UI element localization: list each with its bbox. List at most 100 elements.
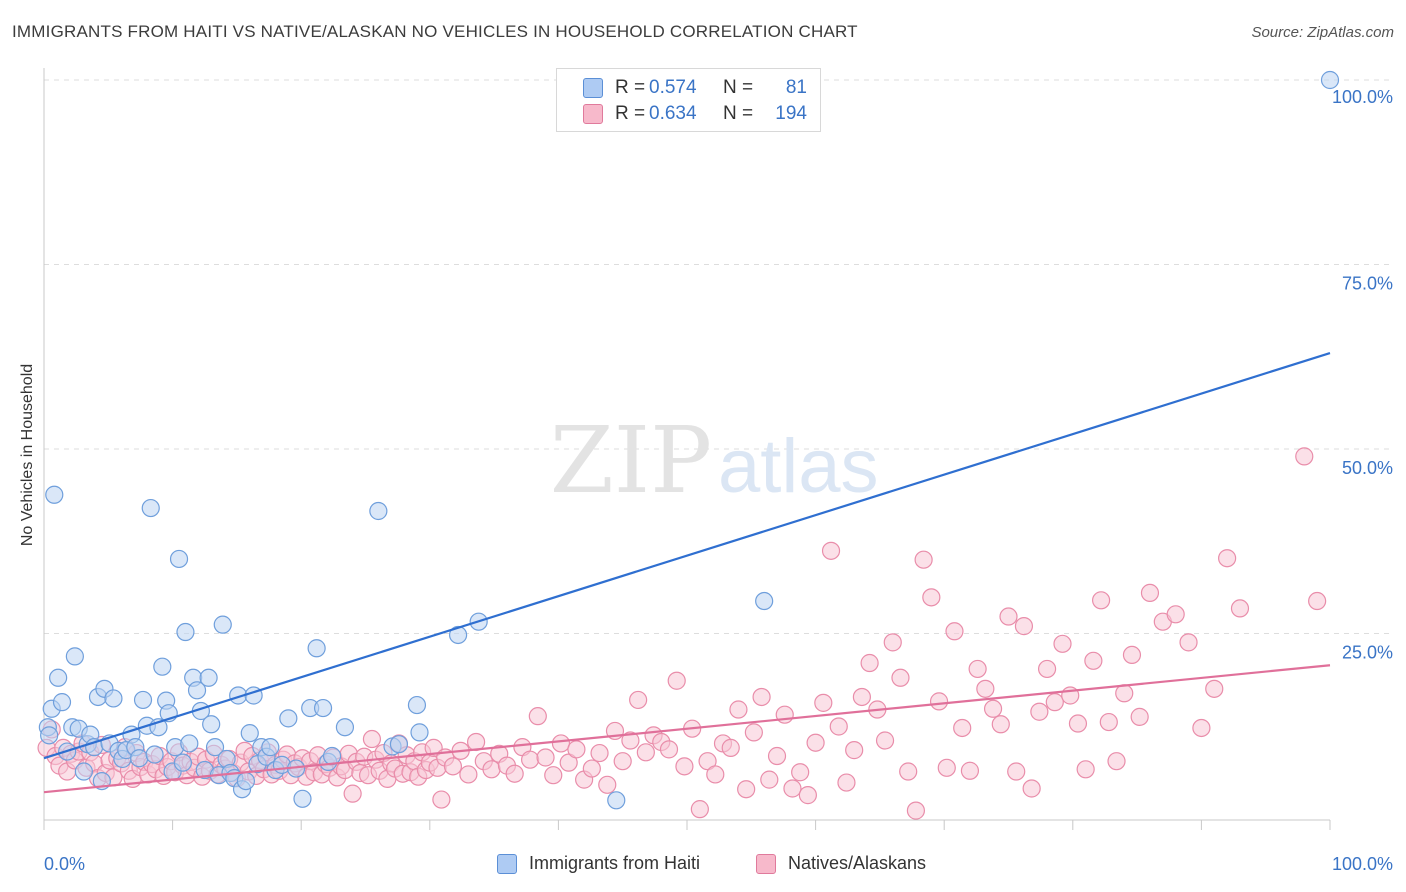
natives-point: [1295, 447, 1314, 466]
haiti-point: [45, 485, 64, 504]
natives-point: [1166, 605, 1185, 624]
natives-point: [845, 741, 864, 760]
natives-trend-line: [43, 664, 1331, 794]
haiti-point: [369, 501, 388, 521]
haiti-point: [279, 709, 298, 728]
haiti-point: [199, 668, 218, 687]
haiti-point: [293, 789, 312, 808]
natives-point: [582, 759, 601, 778]
natives-point: [551, 734, 571, 753]
source-label: Source: ZipAtlas.com: [1251, 24, 1394, 41]
natives-point: [821, 541, 841, 560]
series-legend: Immigrants from Haiti Natives/Alaskans: [0, 853, 1406, 875]
haiti-point: [130, 749, 149, 768]
legend-label-haiti: Immigrants from Haiti: [529, 853, 701, 873]
haiti-point: [180, 734, 199, 753]
natives-point: [690, 800, 709, 819]
haiti-point: [240, 724, 259, 743]
legend-n-label: N =: [723, 103, 754, 124]
legend-swatch-haiti: [583, 78, 603, 98]
natives-point: [482, 760, 501, 779]
axes: [43, 68, 1331, 830]
natives-point: [521, 750, 540, 769]
natives-point: [659, 740, 679, 759]
natives-point: [1179, 633, 1198, 652]
natives-point: [1091, 591, 1111, 610]
x-tick-label: 0.0%: [44, 854, 85, 874]
natives-point: [1192, 718, 1211, 738]
legend-n-value-haiti: 81: [785, 77, 807, 98]
haiti-point: [104, 689, 123, 708]
natives-point: [459, 765, 478, 784]
natives-point: [1140, 583, 1160, 603]
haiti-point: [145, 745, 164, 764]
haiti-point: [153, 657, 172, 676]
natives-point: [829, 717, 848, 736]
natives-point: [667, 671, 686, 690]
natives-point: [432, 790, 451, 809]
natives-point: [1076, 760, 1095, 779]
natives-point: [737, 780, 756, 799]
watermark: ZIP atlas: [550, 407, 879, 514]
haiti-point: [173, 753, 192, 772]
natives-point: [1099, 712, 1118, 732]
haiti-point: [205, 738, 225, 757]
natives-point: [906, 801, 926, 820]
haiti-point: [74, 762, 93, 781]
natives-point: [621, 731, 640, 750]
legend-swatch-natives: [583, 104, 603, 124]
natives-point: [443, 757, 463, 776]
haiti-point: [236, 771, 256, 791]
haiti-point: [1320, 70, 1340, 90]
natives-point: [1218, 549, 1237, 568]
haiti-point: [52, 693, 72, 712]
y-tick-label: 25.0%: [1342, 643, 1393, 663]
chart-title: IMMIGRANTS FROM HAITI VS NATIVE/ALASKAN …: [12, 22, 858, 41]
haiti-point: [389, 735, 409, 754]
natives-point: [1014, 617, 1034, 636]
natives-point: [875, 731, 895, 750]
haiti-trend-line: [43, 352, 1331, 760]
natives-point: [883, 633, 902, 652]
natives-point: [1107, 752, 1126, 771]
x-tick-label: 100.0%: [1332, 854, 1393, 874]
legend-r-label: R =: [615, 103, 646, 124]
legend-row-haiti: R = 0.574 N = 81: [583, 76, 807, 100]
legend-n-label: N =: [723, 77, 754, 98]
natives-point: [767, 746, 787, 766]
y-tick-label: 75.0%: [1342, 274, 1393, 294]
natives-point: [860, 653, 879, 673]
legend-r-value-natives: 0.634: [649, 103, 697, 124]
natives-point: [814, 693, 833, 712]
natives-point: [636, 743, 655, 762]
natives-point: [613, 752, 632, 771]
haiti-point: [335, 718, 355, 737]
natives-point: [852, 687, 871, 707]
legend-swatch-haiti: [497, 853, 517, 874]
natives-point: [1308, 591, 1327, 611]
y-tick-label: 100.0%: [1332, 87, 1393, 107]
natives-point: [999, 607, 1018, 626]
natives-point: [968, 659, 987, 679]
watermark-zip: ZIP: [550, 407, 712, 514]
natives-point: [729, 700, 748, 719]
haiti-point: [322, 746, 342, 766]
natives-point: [760, 770, 779, 789]
haiti-point: [187, 681, 207, 700]
legend-r-label: R =: [615, 77, 646, 98]
natives-point: [953, 718, 972, 738]
natives-point: [721, 738, 740, 757]
natives-point: [590, 743, 609, 763]
natives-point: [629, 690, 648, 710]
natives-point: [983, 699, 1003, 718]
natives-point: [837, 773, 856, 792]
natives-point: [1205, 679, 1224, 698]
natives-point: [1007, 762, 1026, 781]
haiti-point: [407, 695, 427, 715]
natives-point: [991, 715, 1010, 734]
natives-point: [706, 765, 725, 784]
legend-swatch-natives: [756, 853, 776, 874]
legend-n-value-natives: 194: [775, 103, 807, 124]
natives-point: [567, 740, 586, 759]
